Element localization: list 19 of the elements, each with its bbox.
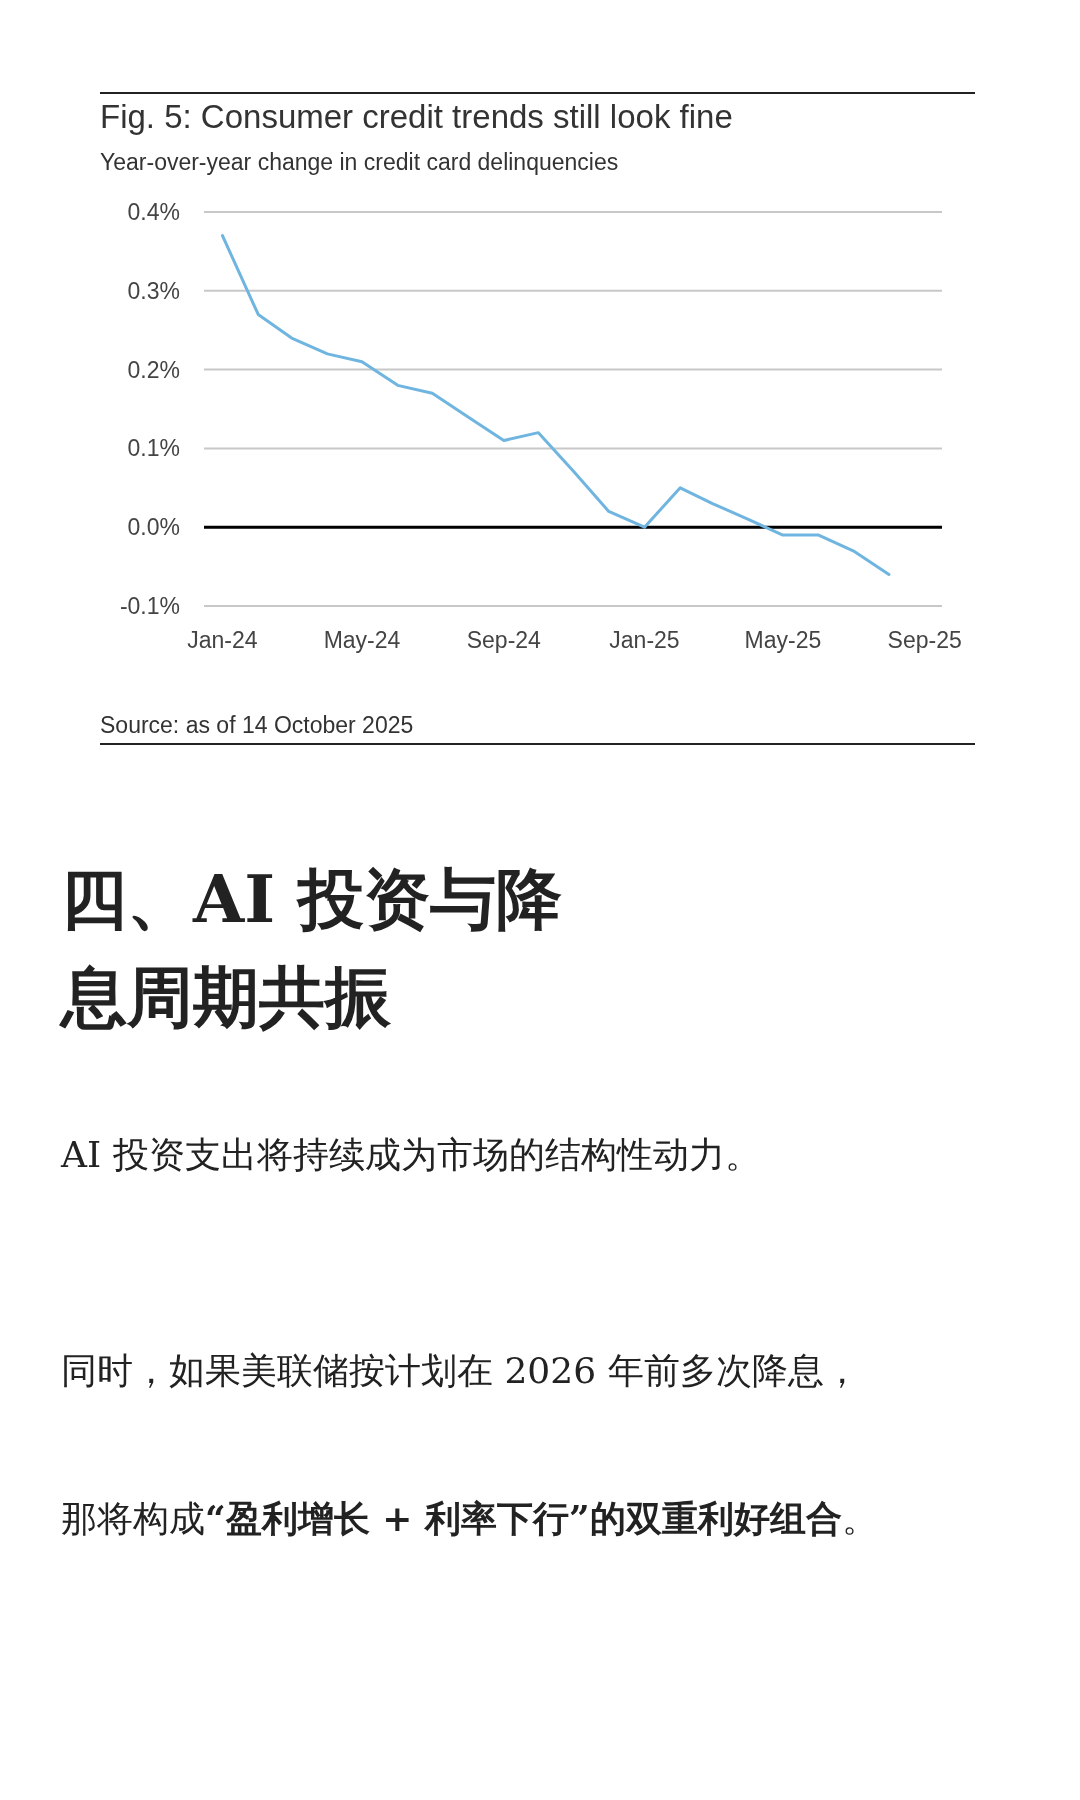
text: 同时，如果美联储按计划在 2026 年前多次降息， <box>61 1349 861 1393</box>
y-tick-label: 0.0% <box>127 514 180 541</box>
text: AI 投资支出将持续成为市场的结构性动力。 <box>61 1133 762 1177</box>
text: 那将构成“盈利增长 + 利率下行”的双重利好组合。 <box>61 1496 879 1541</box>
x-tick-label: Sep-24 <box>466 627 542 653</box>
x-tick-label: Sep-25 <box>887 627 962 653</box>
chart-subtitle: Year-over-year change in credit card delinquencies <box>100 149 619 175</box>
x-tick-label: May-25 <box>744 627 822 653</box>
text: 四、AI 投资与降息周期共振 <box>61 859 564 1038</box>
x-tick-label: Jan-25 <box>609 627 680 653</box>
x-tick-label: May-24 <box>323 627 401 653</box>
y-tick-label: 0.3% <box>127 277 180 304</box>
y-tick-label: 0.4% <box>127 199 180 225</box>
y-tick-label: -0.1% <box>119 593 180 619</box>
chart-title: Fig. 5: Consumer credit trends still look fine <box>100 98 733 135</box>
y-tick-label: 0.2% <box>127 356 180 383</box>
x-tick-label: Jan-24 <box>187 627 258 653</box>
source-note: Source: as of 14 October 2025 <box>100 712 414 738</box>
y-tick-label: 0.1% <box>127 435 180 462</box>
